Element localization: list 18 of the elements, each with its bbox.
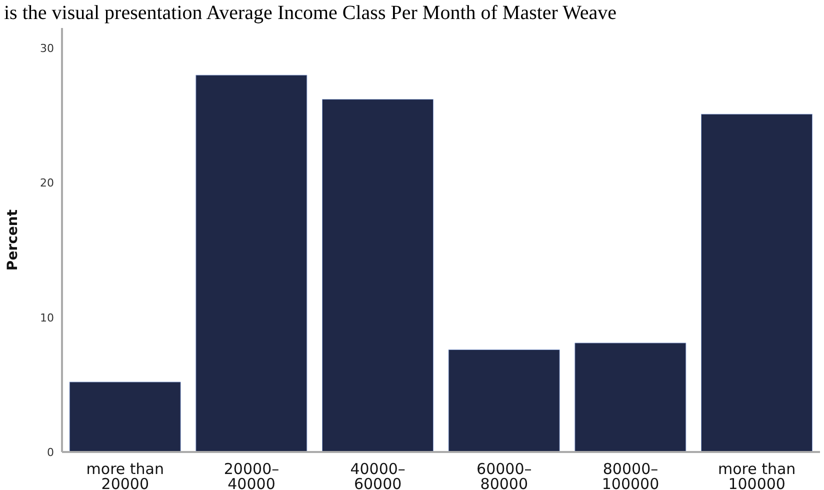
y-axis-title: Percent <box>4 209 21 271</box>
x-tick-label: more than 100000 <box>718 460 796 490</box>
bar <box>322 99 434 452</box>
bar <box>448 349 560 452</box>
x-tick-label: 80000–100000 <box>602 460 660 490</box>
bar <box>69 382 181 452</box>
x-tick-label: 20000–40000 <box>224 460 280 490</box>
y-tick-label: 0 <box>47 446 54 459</box>
x-tick-label: more than 20000 <box>86 460 164 490</box>
chart-title: is the visual presentation Average Income Class Per Month of Master Weave <box>4 2 618 25</box>
bar <box>196 74 308 452</box>
bar <box>574 342 686 452</box>
y-tick-label: 20 <box>40 176 54 190</box>
x-tick-label: 60000–80000 <box>476 460 532 490</box>
y-tick-label: 10 <box>40 311 54 324</box>
bar <box>700 114 812 452</box>
y-tick-label: 30 <box>40 42 54 56</box>
x-tick-label: 40000–60000 <box>350 460 406 490</box>
